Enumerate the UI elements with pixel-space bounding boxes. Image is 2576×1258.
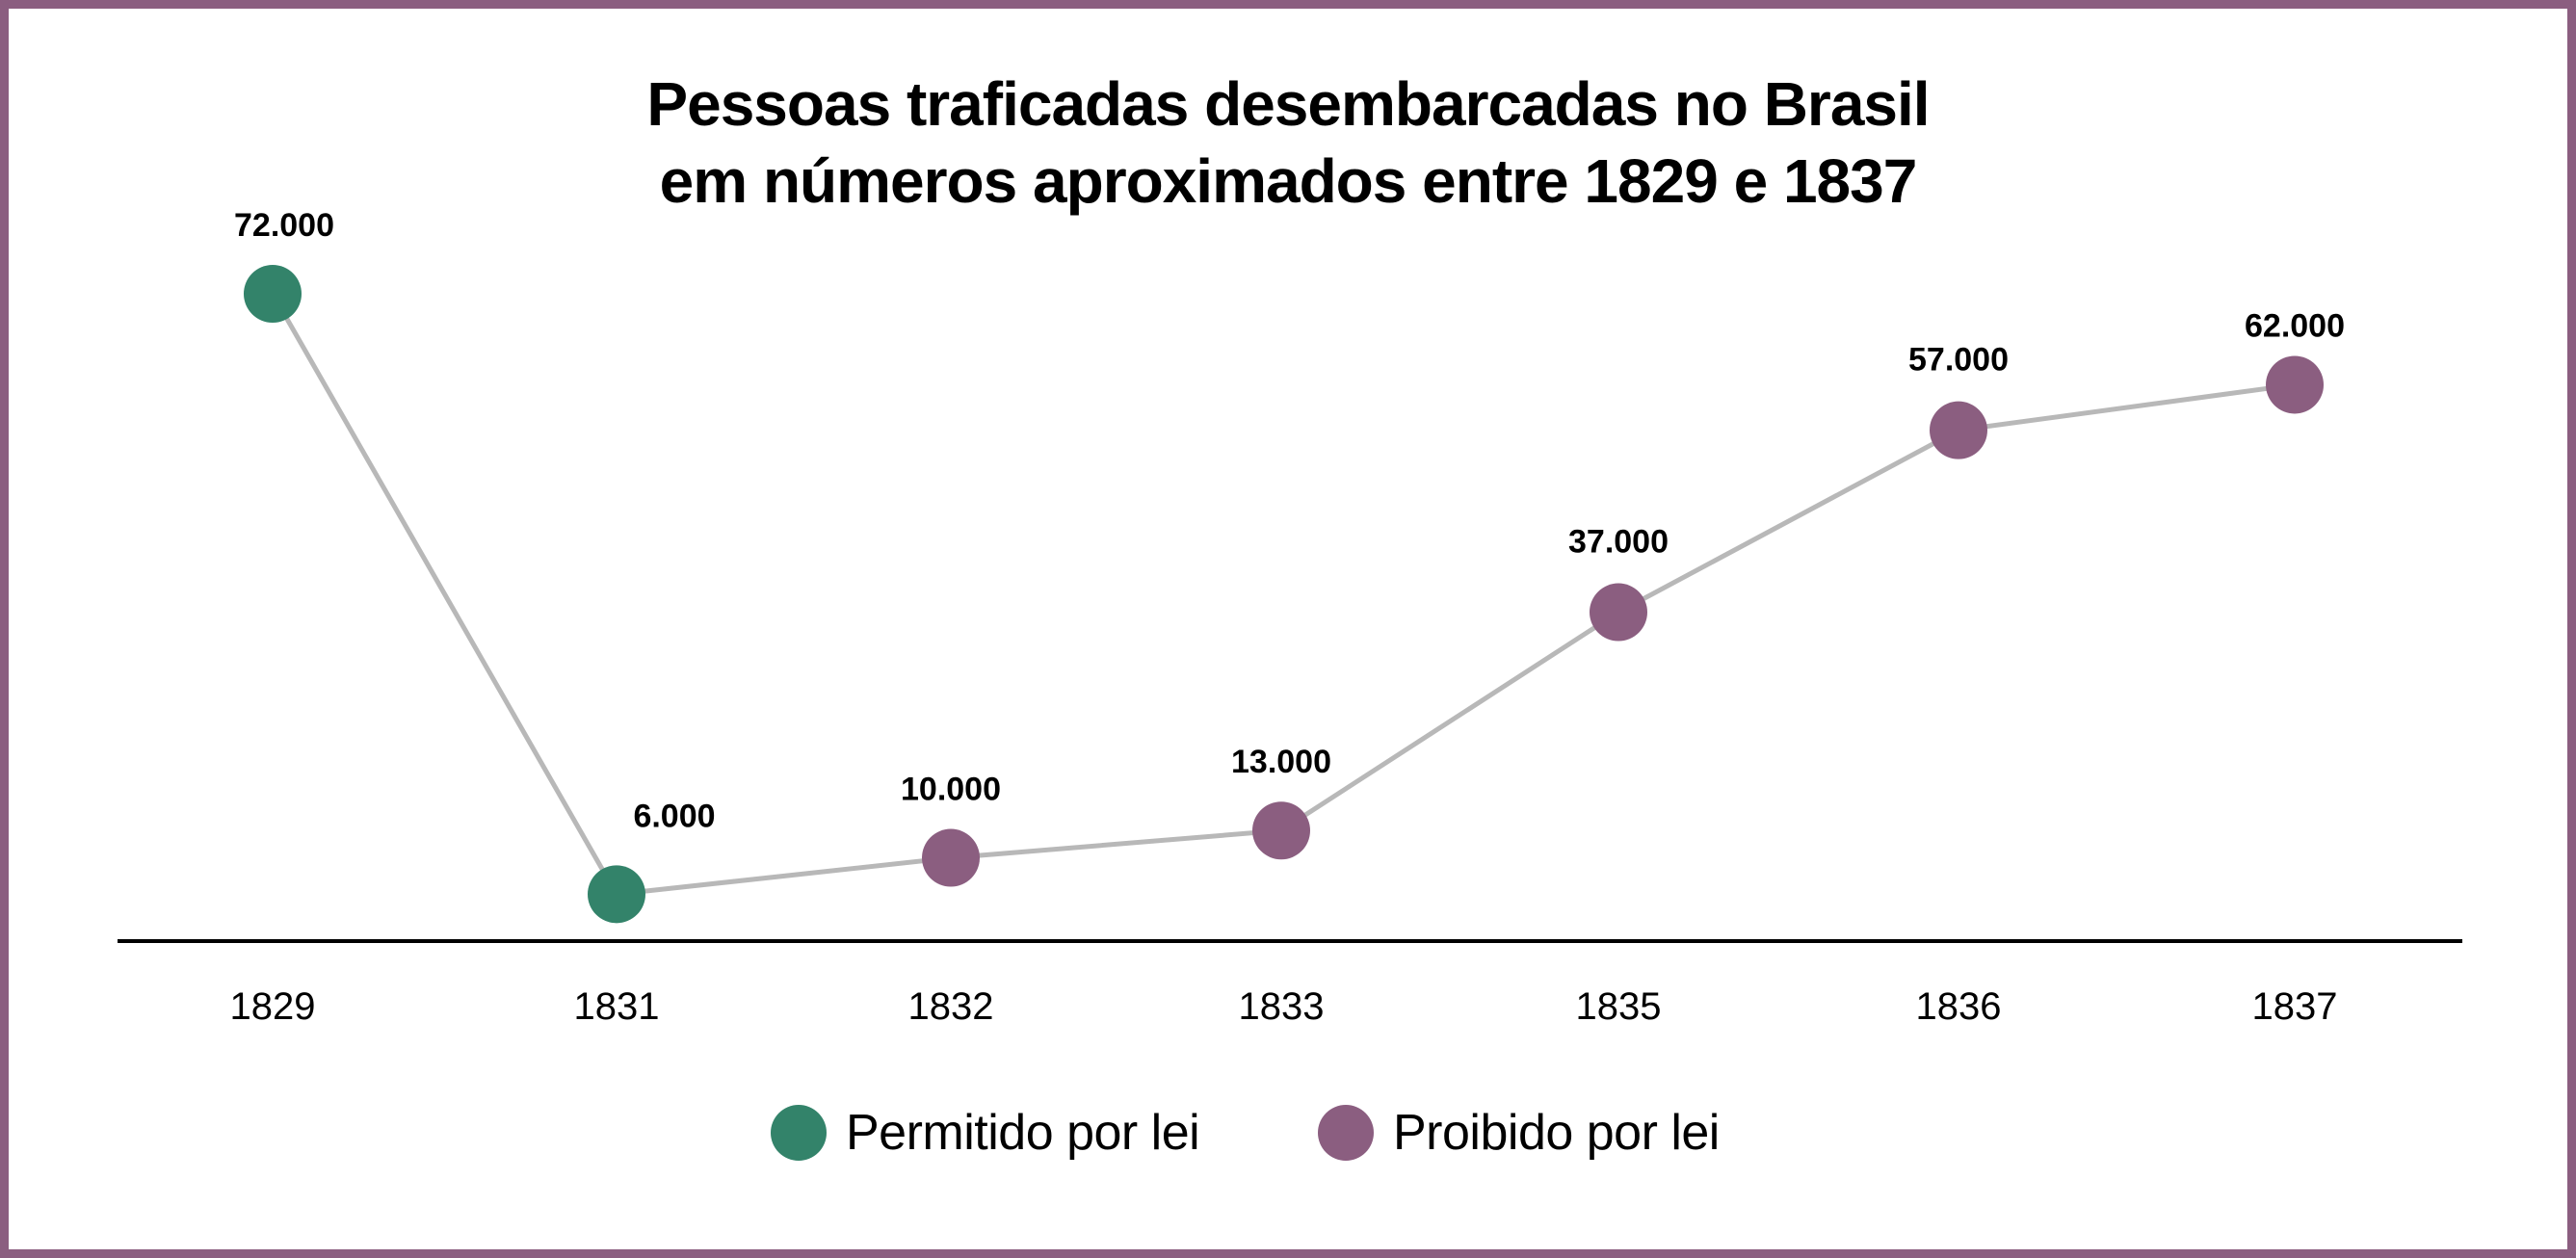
data-point-1836 xyxy=(1930,401,1987,459)
chart-label-layer: 72.000 6.000 10.000 13.000 37.000 57.000 62.00… xyxy=(234,207,2345,834)
data-point-1831 xyxy=(588,865,645,924)
chart-tick-layer: 1829 1831 1832 1833 1835 1836 1837 xyxy=(230,985,2338,1028)
x-tick-label-1835: 1835 xyxy=(1576,985,1662,1028)
legend-swatch-permitido xyxy=(771,1105,827,1161)
x-tick-label-1836: 1836 xyxy=(1916,985,2002,1028)
data-label-1832: 10.000 xyxy=(901,772,1001,808)
x-tick-label-1837: 1837 xyxy=(2252,985,2338,1028)
data-point-1832 xyxy=(922,828,980,887)
data-label-1829: 72.000 xyxy=(234,207,334,244)
legend-item-permitido: Permitido por lei xyxy=(771,1098,1200,1167)
data-label-1836: 57.000 xyxy=(1908,342,2009,379)
x-tick-label-1829: 1829 xyxy=(230,985,316,1028)
data-point-1833 xyxy=(1252,801,1310,860)
data-label-1837: 62.000 xyxy=(2245,307,2345,344)
legend-item-proibido: Proibido por lei xyxy=(1318,1098,1720,1167)
chart-legend: Permitido por lei Proibido por lei xyxy=(0,1098,2576,1167)
data-point-1829 xyxy=(244,265,302,323)
data-label-1833: 13.000 xyxy=(1231,744,1331,780)
legend-label-proibido: Proibido por lei xyxy=(1393,1105,1720,1161)
data-point-1837 xyxy=(2266,355,2324,414)
chart-title-line-2: em números aproximados entre 1829 e 1837 xyxy=(659,146,1918,216)
data-label-1831: 6.000 xyxy=(633,798,715,834)
data-label-1835: 37.000 xyxy=(1568,524,1669,561)
x-tick-label-1832: 1832 xyxy=(908,985,994,1028)
x-tick-label-1831: 1831 xyxy=(574,985,660,1028)
data-point-1835 xyxy=(1590,583,1647,642)
x-tick-label-1833: 1833 xyxy=(1239,985,1325,1028)
legend-swatch-proibido xyxy=(1318,1105,1374,1161)
legend-label-permitido: Permitido por lei xyxy=(846,1105,1200,1161)
chart-title-line-1: Pessoas traficadas desembarcadas no Bras… xyxy=(646,69,1930,139)
chart-point-layer xyxy=(244,265,2324,924)
